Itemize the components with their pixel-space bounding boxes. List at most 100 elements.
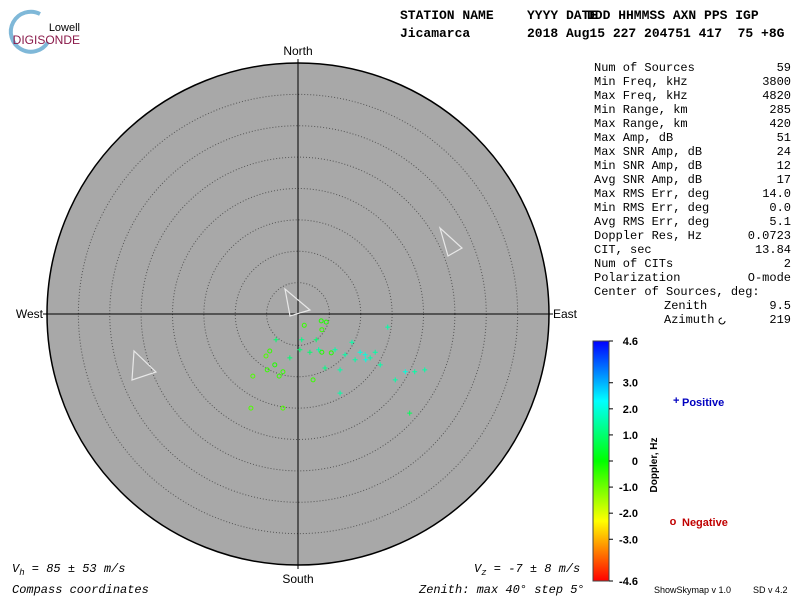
stat-value: 17 bbox=[777, 173, 791, 187]
stat-value: 13.84 bbox=[755, 243, 791, 257]
antenna-marker bbox=[131, 349, 158, 381]
stat-label: Max RMS Err, deg bbox=[594, 187, 709, 201]
source-negative bbox=[250, 373, 256, 379]
source-positive bbox=[385, 324, 391, 330]
legend-positive-symbol: + bbox=[673, 395, 679, 407]
header-label: YYYY DATE bbox=[527, 8, 597, 23]
stat-value: 285 bbox=[769, 103, 791, 117]
source-positive bbox=[337, 390, 343, 396]
stat-label: Doppler Res, Hz bbox=[594, 229, 702, 243]
source-positive bbox=[377, 362, 383, 368]
source-negative bbox=[280, 369, 286, 375]
source-negative bbox=[272, 362, 278, 368]
stat-label: Min SNR Amp, dB bbox=[594, 159, 702, 173]
vh-sub: h bbox=[19, 568, 24, 578]
source-positive bbox=[372, 349, 378, 355]
source-positive bbox=[273, 337, 279, 343]
source-negative bbox=[248, 405, 254, 411]
vz-value: = -7 ± 8 m/s bbox=[487, 562, 581, 576]
center-label: Zenith bbox=[664, 299, 707, 313]
zenith-note: Zenith: max 40° step 5° bbox=[418, 583, 585, 597]
source-positive bbox=[297, 347, 303, 353]
stat-label: Avg RMS Err, deg bbox=[594, 215, 709, 229]
stat-value: 12 bbox=[777, 159, 791, 173]
source-positive bbox=[349, 339, 355, 345]
source-positive bbox=[402, 369, 408, 375]
source-positive bbox=[307, 349, 313, 355]
antenna-marker bbox=[438, 226, 464, 257]
stat-label: Polarization bbox=[594, 271, 680, 285]
vz-sub: z bbox=[481, 568, 486, 578]
stat-label: Max Amp, dB bbox=[594, 131, 673, 145]
stat-label: Max Freq, kHz bbox=[594, 89, 688, 103]
source-positive bbox=[352, 357, 358, 363]
vz-text: Vz = -7 ± 8 m/s bbox=[474, 562, 580, 578]
source-negative bbox=[319, 327, 325, 333]
compass-north: North bbox=[283, 44, 312, 58]
legend-positive: Positive bbox=[682, 397, 724, 409]
compass-south: South bbox=[282, 572, 313, 586]
stat-label: Max SNR Amp, dB bbox=[594, 145, 702, 159]
stat-value: 0.0723 bbox=[748, 229, 791, 243]
source-negative bbox=[280, 405, 286, 411]
source-negative bbox=[301, 322, 307, 328]
source-positive bbox=[316, 347, 322, 353]
colorbar-title: Doppler, Hz bbox=[649, 437, 660, 492]
legend-negative-symbol: o bbox=[670, 516, 677, 528]
stat-value: 2 bbox=[784, 257, 791, 271]
station-name: Jicamarca bbox=[400, 26, 470, 41]
source-positive bbox=[407, 410, 413, 416]
stat-label: CIT, sec bbox=[594, 243, 652, 257]
stat-label: Min Range, km bbox=[594, 103, 688, 117]
sd-version: SD v 4.2 bbox=[753, 585, 788, 595]
logo-top: Lowell bbox=[49, 22, 80, 34]
legend-negative: Negative bbox=[682, 517, 728, 529]
header-label: STATION NAME bbox=[400, 8, 494, 23]
source-negative bbox=[319, 349, 325, 355]
stat-label: Max Range, km bbox=[594, 117, 688, 131]
colorbar bbox=[592, 340, 610, 582]
vz-symbol: V bbox=[474, 562, 483, 576]
stat-label: Min Freq, kHz bbox=[594, 75, 688, 89]
source-positive bbox=[412, 369, 418, 375]
compass-west: West bbox=[16, 307, 44, 321]
compass-east: East bbox=[553, 307, 578, 321]
source-positive bbox=[357, 349, 363, 355]
source-negative bbox=[267, 348, 273, 354]
colorbar-label: 4.6 bbox=[623, 336, 638, 348]
source-positive bbox=[287, 355, 293, 361]
colorbar-label: -2.0 bbox=[619, 508, 638, 520]
azimuth-icon bbox=[718, 317, 726, 325]
stat-value: 24 bbox=[777, 145, 791, 159]
source-negative bbox=[276, 373, 282, 379]
source-positive bbox=[299, 337, 305, 343]
center-label: Azimuth bbox=[664, 313, 714, 327]
header-label: DDD HHMMSS AXN PPS IGP bbox=[587, 8, 759, 23]
source-positive bbox=[362, 352, 368, 358]
source-positive bbox=[332, 347, 338, 353]
stat-value: 59 bbox=[777, 61, 791, 75]
source-positive bbox=[313, 337, 319, 343]
colorbar-label: 3.0 bbox=[623, 378, 638, 390]
source-negative bbox=[318, 318, 324, 324]
vh-text: Vh = 85 ± 53 m/s bbox=[12, 562, 125, 578]
colorbar-label: 1.0 bbox=[623, 430, 638, 442]
source-positive bbox=[392, 377, 398, 383]
source-positive bbox=[322, 365, 328, 371]
stat-value: 420 bbox=[769, 117, 791, 131]
version: ShowSkymap v 1.0 bbox=[654, 585, 731, 595]
stat-value: 51 bbox=[777, 131, 791, 145]
stat-label: Num of CITs bbox=[594, 257, 673, 271]
source-positive bbox=[342, 352, 348, 358]
logo-arc bbox=[8, 9, 50, 54]
logo-bottom: DIGISONDE bbox=[13, 33, 80, 47]
stat-value: 3800 bbox=[762, 75, 791, 89]
stat-value: O-mode bbox=[748, 271, 791, 285]
source-negative bbox=[263, 353, 269, 359]
station-values: 2018 Aug15 227 204751 417 75 +8G bbox=[527, 26, 785, 41]
center-value: 219 bbox=[769, 313, 791, 327]
colorbar-label: 2.0 bbox=[623, 404, 638, 416]
source-positive bbox=[337, 367, 343, 373]
stat-label: Min RMS Err, deg bbox=[594, 201, 709, 215]
